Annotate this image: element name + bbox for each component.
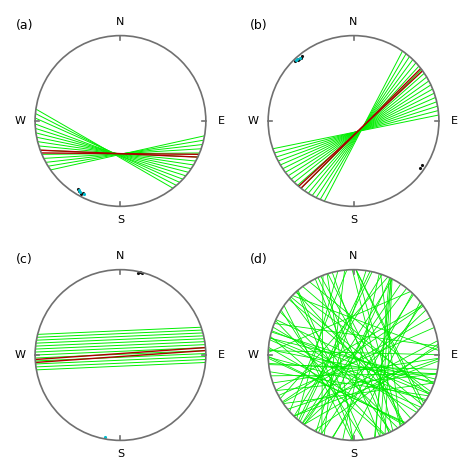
Text: (a): (a) <box>16 19 34 31</box>
Text: (b): (b) <box>249 19 267 31</box>
Text: S: S <box>350 215 357 225</box>
Text: (c): (c) <box>16 253 33 266</box>
Text: E: E <box>218 350 225 360</box>
Text: W: W <box>247 116 258 126</box>
Text: S: S <box>117 215 124 225</box>
Text: W: W <box>247 350 258 360</box>
Text: N: N <box>349 17 358 27</box>
Text: W: W <box>14 116 25 126</box>
Circle shape <box>268 36 439 207</box>
Text: E: E <box>218 116 225 126</box>
Circle shape <box>268 269 439 440</box>
Text: (d): (d) <box>249 253 267 266</box>
Circle shape <box>35 36 206 207</box>
Circle shape <box>35 269 206 440</box>
Text: E: E <box>451 116 458 126</box>
Text: N: N <box>116 251 125 261</box>
Text: N: N <box>116 17 125 27</box>
Text: N: N <box>349 251 358 261</box>
Text: S: S <box>350 449 357 459</box>
Text: S: S <box>117 449 124 459</box>
Text: E: E <box>451 350 458 360</box>
Text: W: W <box>14 350 25 360</box>
